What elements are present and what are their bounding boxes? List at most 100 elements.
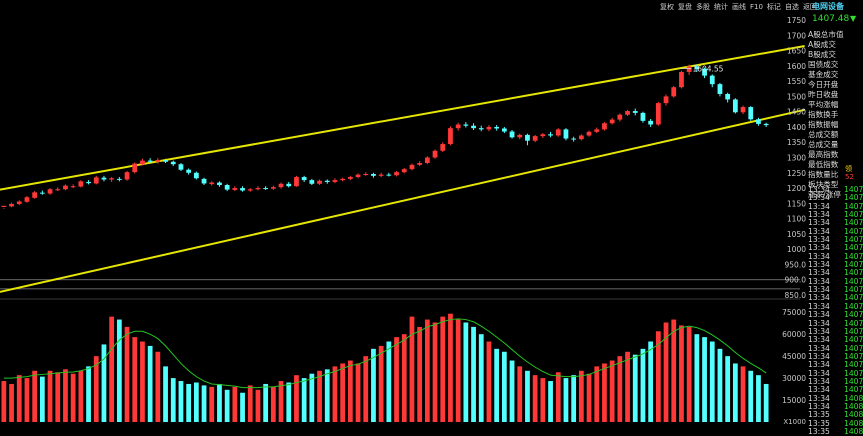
tick-time: 13:35 xyxy=(808,418,830,428)
tick-value: 1407 xyxy=(844,335,863,345)
volume-bar xyxy=(201,385,207,422)
volume-tick-label: 15000 xyxy=(782,396,806,405)
candle-body xyxy=(55,189,61,191)
tick-value: 1407 xyxy=(844,251,863,261)
volume-bar xyxy=(602,363,607,422)
down-arrow-icon: ▼ xyxy=(850,14,857,23)
candle-body xyxy=(286,183,292,187)
info-label: 基金成交 xyxy=(808,70,839,79)
tick-time: 13:34 xyxy=(808,285,830,295)
annotation-label: 1604.55 xyxy=(692,64,723,73)
candle-body xyxy=(417,163,423,165)
volume-bar xyxy=(709,341,715,422)
volume-bar xyxy=(463,322,469,422)
toolbar-item[interactable]: F10 xyxy=(750,3,763,11)
info-label: A股成交 xyxy=(808,40,836,49)
toolbar-item[interactable]: 复盘 xyxy=(678,3,692,11)
candle-body xyxy=(232,188,238,190)
price-tick-label: 1650 xyxy=(787,47,806,56)
current-price: 1407.48 xyxy=(812,14,850,24)
candle-body xyxy=(317,180,322,184)
candle-body xyxy=(201,178,207,184)
candle-body xyxy=(140,160,145,165)
trend-lines xyxy=(0,44,805,293)
volume-bar xyxy=(170,378,176,422)
volume-bar xyxy=(517,366,523,422)
price-tick-label: 1200 xyxy=(787,184,806,193)
volume-bar xyxy=(756,375,761,422)
price-tick-label: 1700 xyxy=(787,31,806,40)
tick-value: 1407 xyxy=(844,368,863,378)
candle-body xyxy=(124,172,130,180)
candle-body xyxy=(686,66,692,72)
tick-value: 1407 xyxy=(844,293,863,303)
trend-line xyxy=(0,44,805,191)
trend-line xyxy=(0,108,805,293)
candle-body xyxy=(409,164,415,170)
info-label: 昨日收盘 xyxy=(808,90,839,99)
volume-bar xyxy=(455,319,461,422)
volume-bar xyxy=(655,331,661,422)
candle-body xyxy=(263,188,269,190)
volume-bar xyxy=(355,363,361,422)
tick-value: 1407 xyxy=(844,235,863,245)
volume-bar xyxy=(371,348,376,422)
candles xyxy=(1,64,769,209)
toolbar-item[interactable]: 自选 xyxy=(784,3,799,11)
price-tick-label: 1350 xyxy=(787,138,806,147)
volume-bar xyxy=(748,370,754,422)
volume-bar xyxy=(386,341,392,422)
info-label: 指数换手 xyxy=(808,110,839,119)
candle-body xyxy=(371,174,376,176)
volume-bar xyxy=(270,386,276,422)
info-label: 指数量比 xyxy=(808,170,839,179)
candle-body xyxy=(625,111,630,115)
price-tick-label: 950.0 xyxy=(785,260,807,269)
tick-value: 1407 xyxy=(844,201,863,211)
volume-bar xyxy=(224,389,230,422)
volume-bar xyxy=(378,345,384,422)
toolbar-item[interactable]: 统计 xyxy=(714,3,728,11)
volume-bar xyxy=(147,345,153,422)
high-annotation: 1604.55 xyxy=(681,64,724,73)
price-tick-label: 1300 xyxy=(787,154,806,163)
candle-body xyxy=(586,131,592,136)
toolbar-item[interactable]: 复权 xyxy=(660,3,674,11)
volume-bar xyxy=(563,378,569,422)
candle-body xyxy=(478,128,484,130)
candle-body xyxy=(132,163,138,173)
candle-body xyxy=(301,177,307,181)
candle-body xyxy=(509,131,515,138)
candle-body xyxy=(725,93,731,100)
volume-bar xyxy=(632,354,638,422)
candle-body xyxy=(694,66,700,69)
tick-value: 1407 xyxy=(844,318,863,328)
toolbar: 复权 复盘 多股 统计 画线 F10 标记 自选 返回 xyxy=(660,2,821,12)
candle-body xyxy=(525,134,530,141)
volume-bar xyxy=(86,366,91,422)
volume-bar xyxy=(55,372,61,422)
volume-axis: 75000 60000 45000 30000 15000 X1000 xyxy=(782,308,806,425)
candle-body xyxy=(671,87,677,97)
volume-bar xyxy=(640,348,646,422)
toolbar-item[interactable]: 多股 xyxy=(696,3,710,11)
price-tick-label: 1400 xyxy=(787,123,806,132)
tick-value: 1407 xyxy=(844,218,863,228)
volume-bar xyxy=(501,351,507,422)
candle-body xyxy=(648,120,654,125)
toolbar-item[interactable]: 画线 xyxy=(732,3,746,11)
candle-body xyxy=(617,114,623,120)
tick-time: 13:34 xyxy=(808,268,830,278)
candle-body xyxy=(632,111,638,113)
side-second-label: 52 xyxy=(845,173,854,181)
tick-time: 13:34 xyxy=(808,235,830,245)
tick-time: 13:35 xyxy=(808,410,830,420)
tick-value: 1407 xyxy=(844,326,863,336)
candle-body xyxy=(186,169,192,173)
info-label: 平均涨幅 xyxy=(808,100,839,109)
candle-body xyxy=(602,123,607,130)
toolbar-item[interactable]: 返回 xyxy=(802,3,817,11)
volume-tick-label: 60000 xyxy=(782,330,806,339)
volume-bar xyxy=(694,334,700,422)
toolbar-item[interactable]: 标记 xyxy=(766,3,781,11)
